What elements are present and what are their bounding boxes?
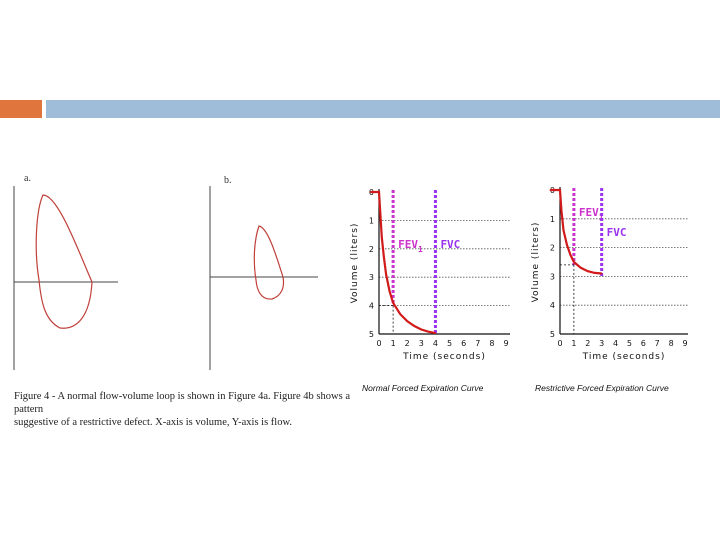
restrictive-chart-title: Restrictive Forced Expiration Curve xyxy=(535,383,669,393)
normal-y-tick-label: 2 xyxy=(369,245,374,254)
normal-x-tick-label: 9 xyxy=(503,339,508,348)
normal-data-point xyxy=(406,320,409,323)
restrictive-x-tick-label: 2 xyxy=(585,339,590,348)
restrictive-data-point xyxy=(600,272,603,275)
restrictive-x-tick-label: 7 xyxy=(655,339,660,348)
restrictive-y-tick-label: 4 xyxy=(550,301,555,310)
figure-caption: Figure 4 - A normal flow-volume loop is … xyxy=(14,390,354,429)
restrictive-x-tick-label: 6 xyxy=(641,339,646,348)
panel-label-a: a. xyxy=(24,173,31,184)
normal-data-point xyxy=(399,313,401,315)
normal-marker-label-fev1: FEV1 xyxy=(398,238,423,254)
normal-x-tick-label: 5 xyxy=(447,339,452,348)
restrictive-y-axis-label: Volume (liters) xyxy=(531,222,541,303)
normal-data-point xyxy=(383,256,385,259)
normal-y-tick-label: 1 xyxy=(369,216,374,225)
restrictive-marker-label-fvc: FVC xyxy=(607,226,627,239)
restrictive-data-point xyxy=(562,229,565,232)
restrictive-data-point xyxy=(573,261,575,263)
restrictive-x-tick-label: 8 xyxy=(669,339,674,348)
restrictive-x-tick-label: 9 xyxy=(682,339,687,348)
normal-volume-curve xyxy=(370,190,436,335)
restrictive-y-tick-label: 3 xyxy=(550,272,555,281)
restrictive-data-point xyxy=(593,272,596,274)
normal-x-tick-label: 7 xyxy=(475,339,480,348)
loop-a-normal-curve xyxy=(35,194,93,329)
restrictive-data-point xyxy=(566,243,568,246)
normal-data-point xyxy=(385,273,387,276)
normal-y-axis-label: Volume (liters) xyxy=(350,223,360,304)
normal-x-tick-label: 4 xyxy=(433,339,438,348)
normal-data-point xyxy=(379,213,382,216)
restrictive-y-tick-label: 1 xyxy=(550,215,555,224)
restrictive-x-tick-label: 3 xyxy=(599,339,604,348)
restrictive-x-tick-label: 4 xyxy=(613,339,618,348)
normal-x-tick-label: 3 xyxy=(419,339,424,348)
normal-x-tick-label: 0 xyxy=(376,339,381,348)
restrictive-x-tick-label: 0 xyxy=(557,339,562,348)
normal-x-tick-label: 8 xyxy=(489,339,494,348)
normal-chart-title: Normal Forced Expiration Curve xyxy=(362,383,484,393)
restrictive-x-tick-label: 1 xyxy=(571,339,576,348)
normal-y-tick-label: 4 xyxy=(369,302,374,311)
normal-data-point xyxy=(369,191,372,193)
restrictive-data-point xyxy=(586,270,589,273)
caption-line-2: suggestive of a restrictive defect. X-ax… xyxy=(14,417,292,428)
restrictive-data-point xyxy=(560,209,563,211)
normal-x-tick-label: 1 xyxy=(391,339,396,348)
loop-b-restrictive-curve xyxy=(253,225,285,300)
normal-x-tick-label: 6 xyxy=(461,339,466,348)
normal-data-point xyxy=(427,330,430,333)
restrictive-marker-label-fev1: FEV1 xyxy=(579,206,604,222)
panel-label-b: b. xyxy=(224,175,232,186)
restrictive-data-point xyxy=(569,254,572,256)
normal-data-point xyxy=(420,328,423,331)
caption-line-1: Figure 4 - A normal flow-volume loop is … xyxy=(14,391,350,415)
normal-x-tick-label: 2 xyxy=(405,339,410,348)
restrictive-data-point xyxy=(559,189,561,191)
normal-data-point xyxy=(434,332,437,334)
title-accent-bar-orange xyxy=(0,100,42,118)
restrictive-data-point xyxy=(549,189,552,191)
normal-data-point xyxy=(392,301,394,304)
restrictive-y-tick-label: 2 xyxy=(550,244,555,253)
restrictive-y-tick-label: 5 xyxy=(550,330,555,339)
restrictive-data-point xyxy=(580,266,582,269)
normal-marker-label-fvc: FVC xyxy=(440,238,460,251)
title-accent-bar-blue xyxy=(46,100,720,118)
restrictive-volume-curve xyxy=(550,188,602,275)
normal-x-axis-label: Time (seconds) xyxy=(402,352,486,362)
restrictive-x-tick-label: 5 xyxy=(627,339,632,348)
normal-data-point xyxy=(378,191,380,193)
normal-data-point xyxy=(388,290,391,293)
restrictive-x-axis-label: Time (seconds) xyxy=(582,352,666,362)
normal-y-tick-label: 5 xyxy=(369,330,374,339)
normal-data-point xyxy=(381,236,383,239)
normal-data-point xyxy=(413,325,416,327)
normal-y-tick-label: 3 xyxy=(369,273,374,282)
